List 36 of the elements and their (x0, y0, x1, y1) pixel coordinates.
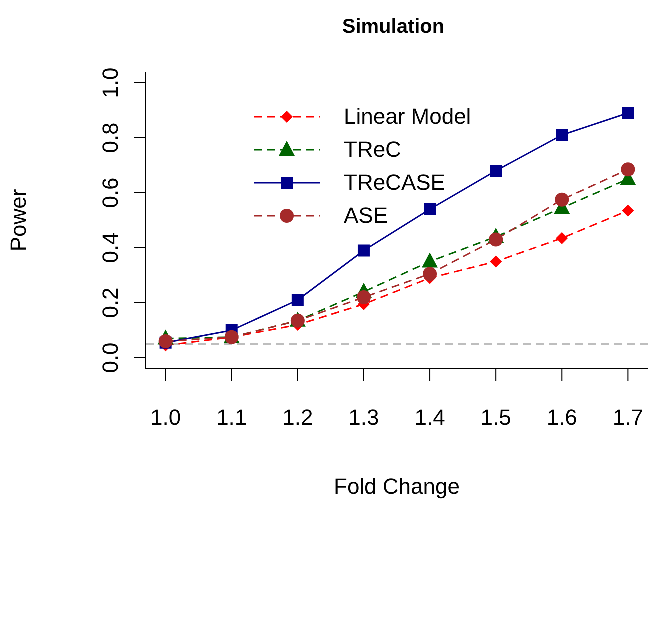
point (292, 294, 304, 306)
x-axis-title: Fold Change (334, 474, 460, 499)
legend-label: TReCASE (344, 170, 446, 196)
x-tick-label: 1.1 (216, 405, 248, 430)
legend-label: TReC (344, 136, 402, 162)
x-tick-label: 1.5 (480, 405, 512, 430)
y-tick-label: 0.2 (98, 288, 123, 318)
x-tick-label: 1.0 (150, 405, 182, 430)
x-tick-label: 1.6 (546, 405, 578, 430)
point (423, 267, 438, 282)
point (490, 256, 502, 268)
y-tick-label: 1.0 (98, 68, 123, 98)
y-tick-label: 0.0 (98, 342, 123, 374)
x-tick-label: 1.7 (612, 405, 644, 430)
point (556, 129, 568, 142)
point (489, 232, 504, 247)
x-tick-label: 1.4 (414, 405, 446, 430)
point (555, 192, 570, 207)
legend-label: ASE (344, 202, 388, 228)
y-tick-label: 0.8 (98, 122, 123, 154)
point (358, 244, 370, 257)
y-tick-label: 0.4 (98, 232, 123, 264)
point (490, 165, 502, 177)
point (556, 232, 568, 244)
legend-label: Linear Model (344, 104, 472, 130)
point (424, 204, 436, 216)
x-tick-label: 1.2 (282, 405, 314, 430)
point (621, 162, 636, 177)
x-tick-label: 1.3 (348, 405, 380, 430)
point (622, 107, 634, 120)
point (356, 290, 371, 304)
point (422, 252, 438, 268)
y-axis-title: Power (6, 189, 31, 252)
y-tick-label: 0.6 (98, 178, 123, 208)
chart-title: Simulation (341, 16, 446, 39)
point (622, 204, 634, 217)
